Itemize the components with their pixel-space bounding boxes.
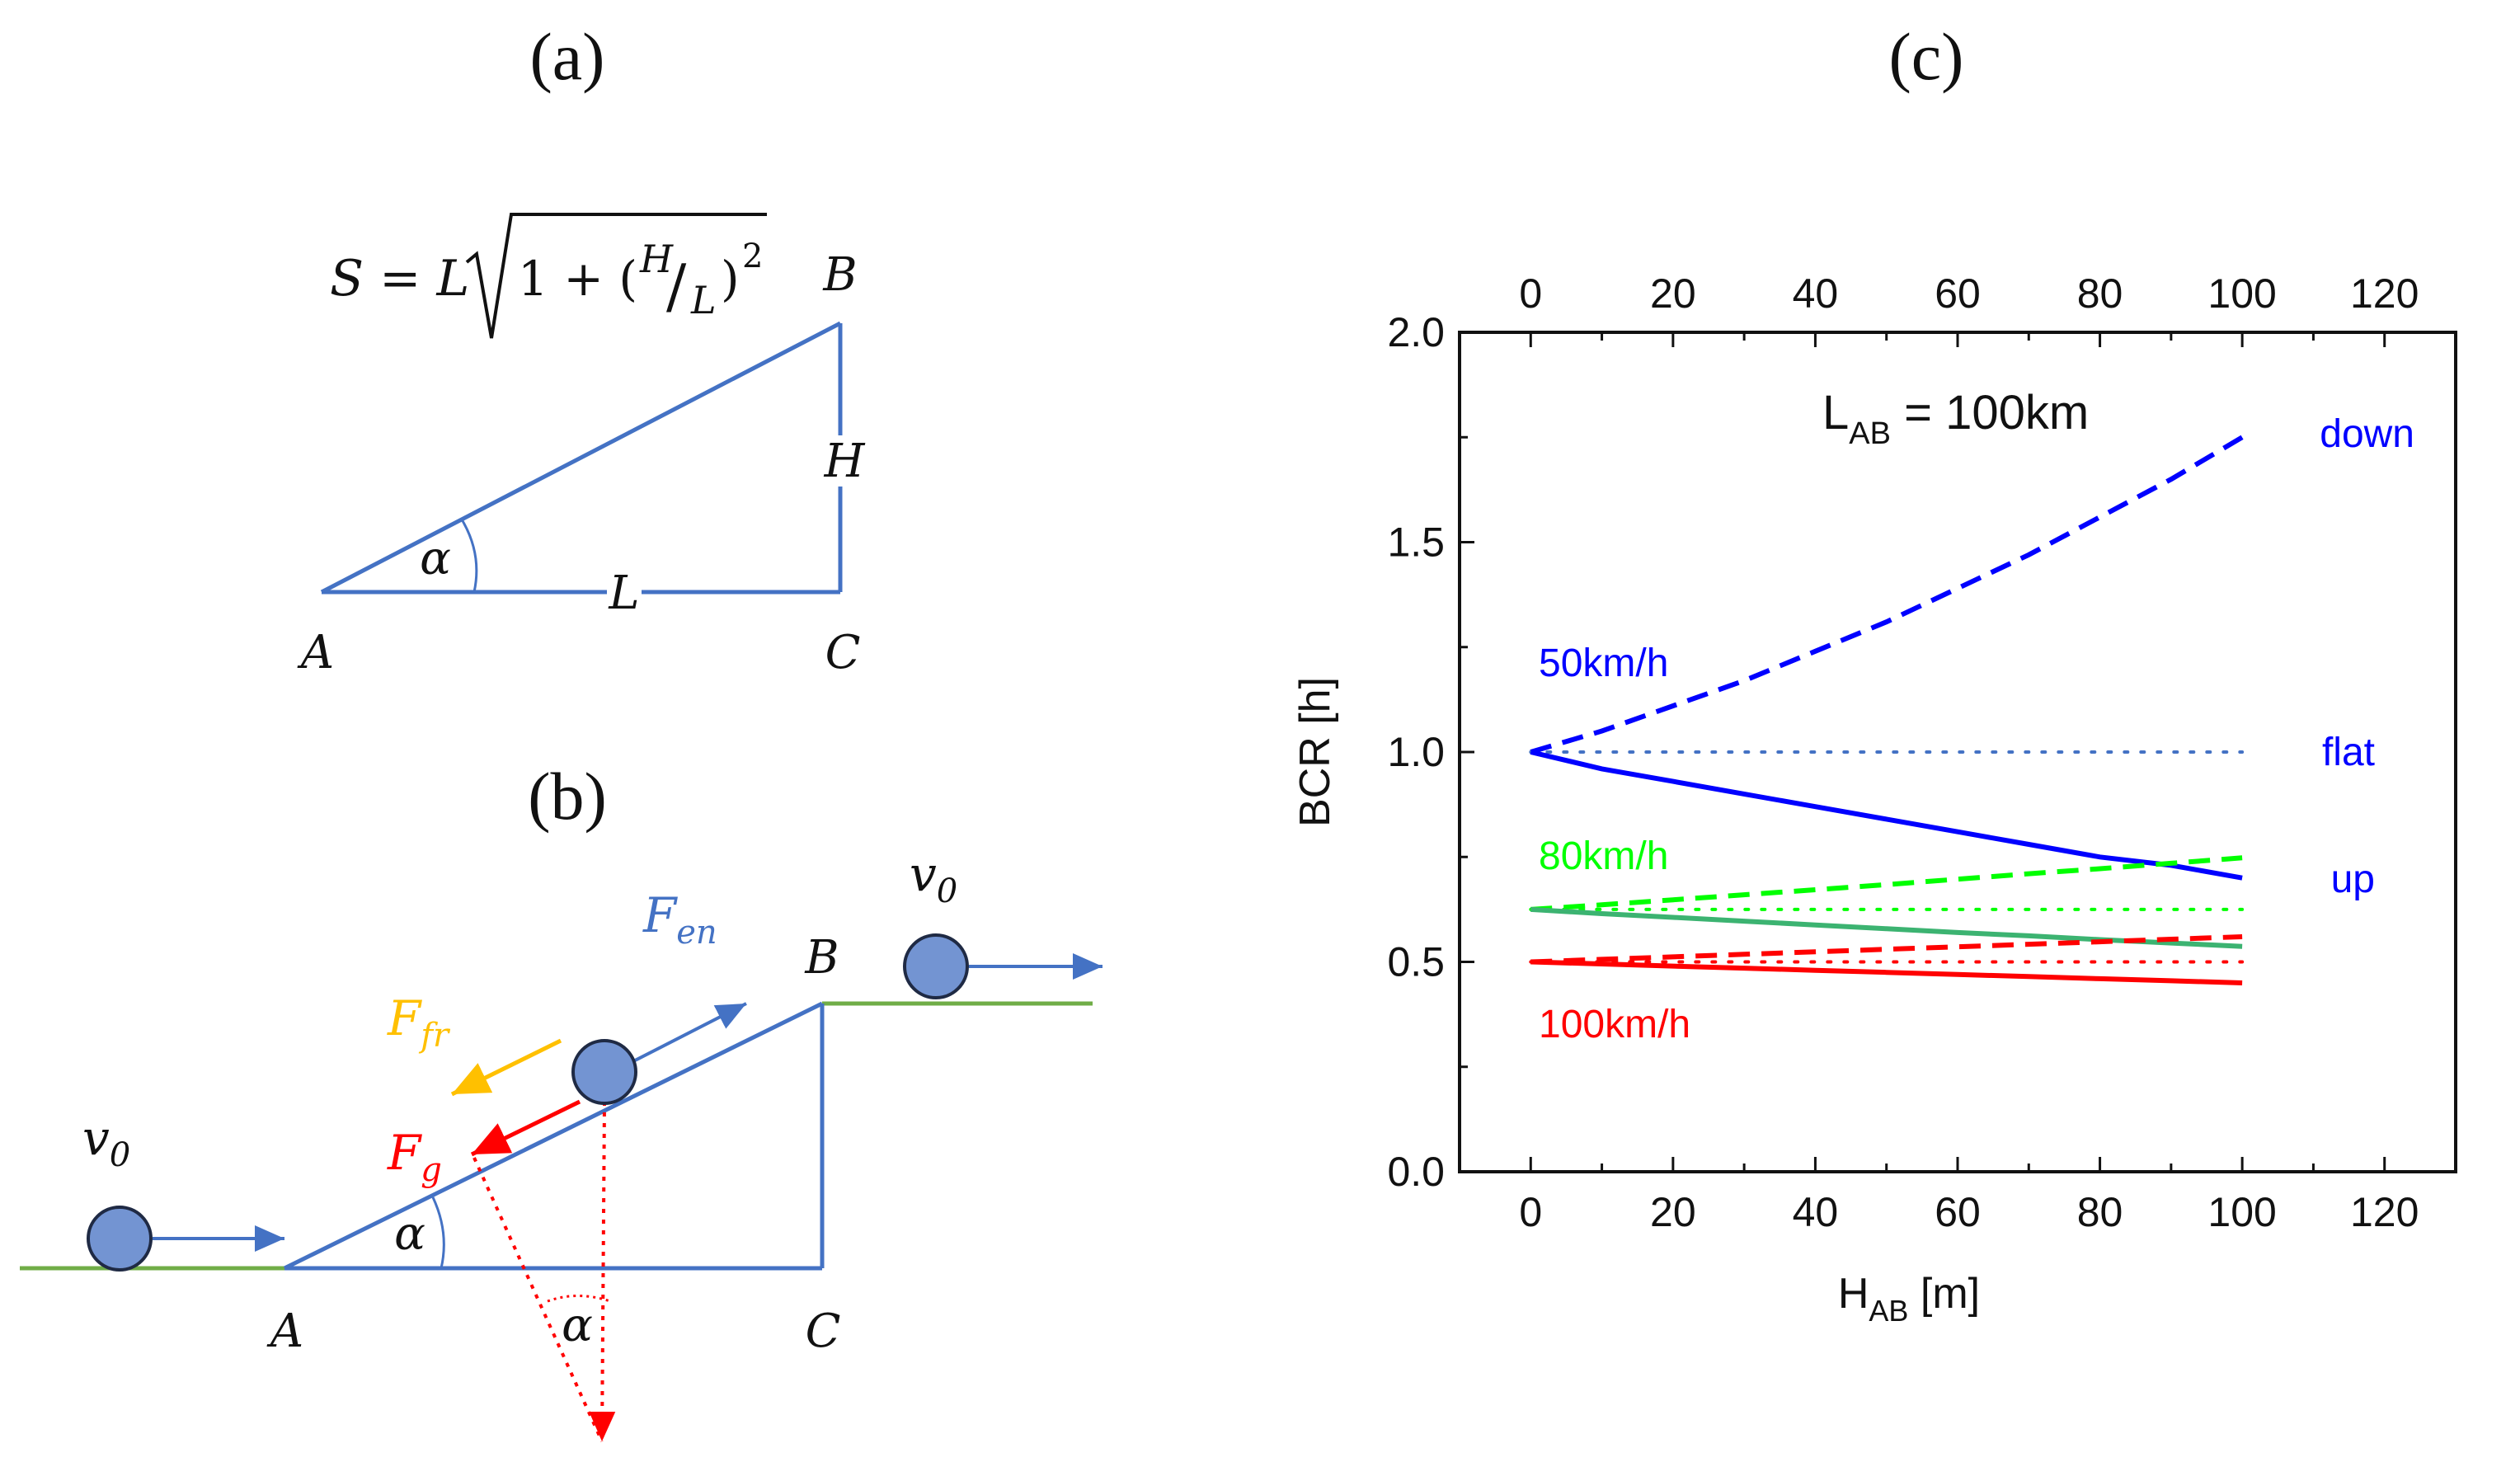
y-tick-label: 1.0	[1387, 729, 1445, 775]
formula-lhs: S = L	[330, 250, 469, 308]
x-tick-label-bottom: 40	[1793, 1189, 1839, 1235]
formula-slash: /	[666, 252, 687, 321]
vertex-a-label: A	[297, 626, 334, 679]
x-tick-label-top: 80	[2077, 270, 2123, 317]
incline-angle-arc	[431, 1196, 445, 1269]
formula-h: H	[639, 237, 674, 281]
speed-label: 50km/h	[1539, 642, 1668, 685]
gravity-dotted-vertical	[589, 1101, 616, 1442]
ball-right	[903, 933, 969, 999]
speed-label: 80km/h	[1539, 834, 1668, 878]
series-100km-h-down	[1530, 934, 2243, 965]
f-en-label: Fen	[642, 887, 717, 952]
x-tick-label-top: 60	[1935, 270, 1981, 317]
x-tick-label-bottom: 20	[1650, 1189, 1696, 1235]
v0-left-label: v0	[82, 1110, 130, 1174]
radical-sign	[465, 213, 767, 339]
y-axis-title: BCR [h]	[1291, 677, 1339, 827]
panel-label-a: (a)	[529, 19, 604, 94]
diagram-b: v0 v0 Fen Ffr Fg A B C α α	[20, 846, 1102, 1442]
panel-label-b: (b)	[528, 759, 607, 834]
vertex-a-b-label: A	[266, 1305, 303, 1358]
ball-incline	[571, 1039, 637, 1105]
x-tick-label-top: 20	[1650, 270, 1696, 317]
y-tick-label: 1.5	[1387, 519, 1445, 566]
direction-label: flat	[2322, 731, 2375, 774]
formula-close: )	[721, 251, 740, 307]
chart-c: 0 0 20 20 40 40 60 60 80 80 100 100 120 120 0.0 0.5 1.0 1…	[1291, 270, 2457, 1328]
ball-left	[87, 1206, 153, 1272]
x-tick-label-top: 100	[2207, 270, 2276, 317]
series-100km-h-up	[1530, 959, 2243, 985]
x-tick-label-bottom: 120	[2350, 1189, 2419, 1235]
vertex-b-b-label: B	[804, 931, 839, 985]
vertex-c-label: C	[825, 626, 861, 679]
x-tick-label-bottom: 100	[2207, 1189, 2276, 1235]
v0-right-label: v0	[910, 846, 957, 910]
triangle-hypotenuse	[320, 321, 842, 595]
y-tick-label: 0.0	[1387, 1149, 1445, 1195]
side-h-label: H	[824, 435, 866, 488]
y-tick-label: 0.5	[1387, 939, 1445, 985]
f-g-arrow	[470, 1099, 581, 1157]
formula-exp: 2	[742, 237, 763, 275]
x-tick-label-top: 0	[1519, 270, 1542, 317]
incline-angle-label: α	[394, 1207, 425, 1261]
f-g-label: Fg	[387, 1125, 442, 1189]
h-label-bg	[820, 435, 862, 487]
angle-alpha-label: α	[420, 532, 451, 585]
series-80km-h-down	[1530, 855, 2243, 912]
diagram-a: S = L 1 + ( H / L ) 2 A B C H L α	[297, 213, 866, 679]
vertex-c-b-label: C	[806, 1305, 841, 1358]
x-tick-label-top: 40	[1793, 270, 1839, 317]
series-50km-h-down	[1530, 435, 2244, 755]
formula-l: L	[690, 278, 717, 322]
x-tick-label-bottom: 80	[2077, 1189, 2123, 1235]
vertex-b-label: B	[822, 248, 857, 302]
l-label-bg	[607, 569, 642, 615]
f-fr-label: Ffr	[387, 990, 451, 1055]
gravity-dotted-diagonal	[472, 1157, 604, 1442]
speed-label: 100km/h	[1539, 1003, 1690, 1046]
incline-slope	[283, 1001, 824, 1271]
series-group	[1529, 435, 2245, 985]
x-tick-label-top: 120	[2350, 270, 2419, 317]
f-fr-arrow	[450, 1038, 562, 1097]
direction-label: down	[2320, 412, 2414, 456]
x-tick-label-bottom: 0	[1519, 1189, 1542, 1235]
chart-annotation: LAB = 100km	[1822, 386, 2089, 451]
x-axis-title: HAB [m]	[1838, 1270, 1980, 1328]
formula-rad-1: 1 + (	[518, 251, 637, 307]
y-tick-label: 2.0	[1387, 309, 1445, 355]
side-l-label: L	[608, 566, 639, 620]
direction-label: up	[2331, 858, 2375, 901]
panel-label-c: (c)	[1888, 19, 1963, 94]
series-50km-h-up	[1530, 750, 2243, 881]
x-tick-label-bottom: 60	[1935, 1189, 1981, 1235]
axis-ticks: 0 0 20 20 40 40 60 60 80 80 100 100 120 120 0.0 0.5 1.0 1…	[1387, 270, 2457, 1235]
series-80km-h-up	[1530, 906, 2243, 949]
angle-arc-a	[460, 519, 478, 593]
force-angle-label: α	[562, 1299, 593, 1352]
chart-labels: 50km/h 80km/h 100km/h down flat up	[1539, 412, 2414, 1046]
